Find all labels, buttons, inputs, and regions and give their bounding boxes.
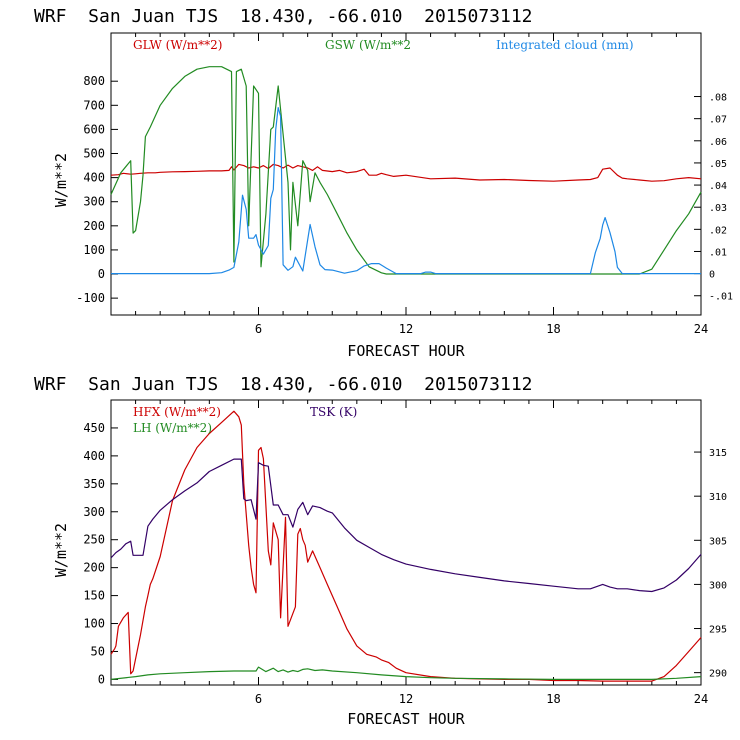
y-tick-label: 50 <box>91 644 105 658</box>
y-tick-label: 200 <box>83 561 105 575</box>
y2-tick-label: 310 <box>709 492 727 503</box>
y-tick-label: 800 <box>83 74 105 88</box>
y2-tick-label: .04 <box>709 181 727 192</box>
x-tick-label: 6 <box>255 322 262 336</box>
y-tick-label: 250 <box>83 533 105 547</box>
y-tick-label: 500 <box>83 147 105 161</box>
y-tick-label: 400 <box>83 171 105 185</box>
y2-tick-label: .05 <box>709 159 727 170</box>
chart-2: WRF San Juan TJS 18.430, -66.010 2015073… <box>34 374 727 728</box>
y2-tick-label: 295 <box>709 625 727 636</box>
x-tick-label: 12 <box>399 322 413 336</box>
y-tick-label: 400 <box>83 449 105 463</box>
y-tick-label: 300 <box>83 505 105 519</box>
chart-2-title: WRF San Juan TJS 18.430, -66.010 2015073… <box>34 374 533 395</box>
x-tick-label: 24 <box>694 692 708 706</box>
y-tick-label: 0 <box>98 267 105 281</box>
y2-tick-label: 315 <box>709 448 727 459</box>
x-tick-label: 6 <box>255 692 262 706</box>
x-tick-label: 12 <box>399 692 413 706</box>
y2-tick-label: 300 <box>709 580 727 591</box>
y2-tick-label: 305 <box>709 536 727 547</box>
chart-1-ticks: 6 12 18 24 -100 0 100 200 300 400 500 600 700 800 -.01… <box>76 33 733 336</box>
chart-1-legend-gsw: GSW (W/m**2 <box>325 38 411 52</box>
y-tick-label: 100 <box>83 243 105 257</box>
y2-tick-label: .08 <box>709 93 727 104</box>
series-line-purple <box>110 458 702 593</box>
chart-1: WRF San Juan TJS 18.430, -66.010 2015073… <box>34 6 733 360</box>
x-tick-label: 18 <box>546 692 560 706</box>
y2-tick-label: .02 <box>709 225 727 236</box>
y2-tick-label: -.01 <box>709 292 733 303</box>
y-tick-label: 700 <box>83 98 105 112</box>
chart-2-legend-tsk: TSK (K) <box>310 405 357 419</box>
y-tick-label: 350 <box>83 477 105 491</box>
chart-1-title: WRF San Juan TJS 18.430, -66.010 2015073… <box>34 6 533 27</box>
y2-tick-label: .07 <box>709 115 727 126</box>
y-tick-label: 0 <box>98 672 105 686</box>
chart-1-series <box>110 66 702 275</box>
y2-tick-label: .03 <box>709 203 727 214</box>
y-tick-label: 200 <box>83 219 105 233</box>
x-tick-label: 18 <box>546 322 560 336</box>
chart-2-x-axis-label: FORECAST HOUR <box>347 710 465 728</box>
y2-tick-label: 290 <box>709 669 727 680</box>
y-tick-label: 150 <box>83 589 105 603</box>
y-tick-label: 450 <box>83 421 105 435</box>
chart-2-y-axis-label: W/m**2 <box>52 523 70 577</box>
y2-tick-label: .01 <box>709 247 727 258</box>
chart-1-legend-cloud: Integrated cloud (mm) <box>496 38 634 52</box>
chart-2-series <box>110 410 702 682</box>
y-tick-label: -100 <box>76 291 105 305</box>
chart-2-plot-frame <box>110 399 702 686</box>
series-line-green <box>110 66 702 275</box>
chart-1-legend-glw: GLW (W/m**2) <box>133 38 222 52</box>
y2-tick-label: 0 <box>709 270 715 281</box>
series-line-green <box>110 666 702 681</box>
chart-2-ticks: 6 12 18 24 0 50 100 150 200 250 300 350 400 450 290 295… <box>83 400 727 706</box>
chart-1-y-axis-label: W/m**2 <box>52 153 70 207</box>
chart-2-legend-hfx: HFX (W/m**2) <box>133 405 221 419</box>
series-line-blue <box>111 106 701 275</box>
chart-2-legend-lh: LH (W/m**2) <box>133 421 212 435</box>
series-line-red <box>110 163 702 182</box>
series-line-red <box>110 410 702 682</box>
chart-1-x-axis-label: FORECAST HOUR <box>347 342 465 360</box>
y2-tick-label: .06 <box>709 137 727 148</box>
chart-1-plot-frame <box>110 32 702 316</box>
y-tick-label: 100 <box>83 617 105 631</box>
x-tick-label: 24 <box>694 322 708 336</box>
y-tick-label: 300 <box>83 195 105 209</box>
y-tick-label: 600 <box>83 122 105 136</box>
